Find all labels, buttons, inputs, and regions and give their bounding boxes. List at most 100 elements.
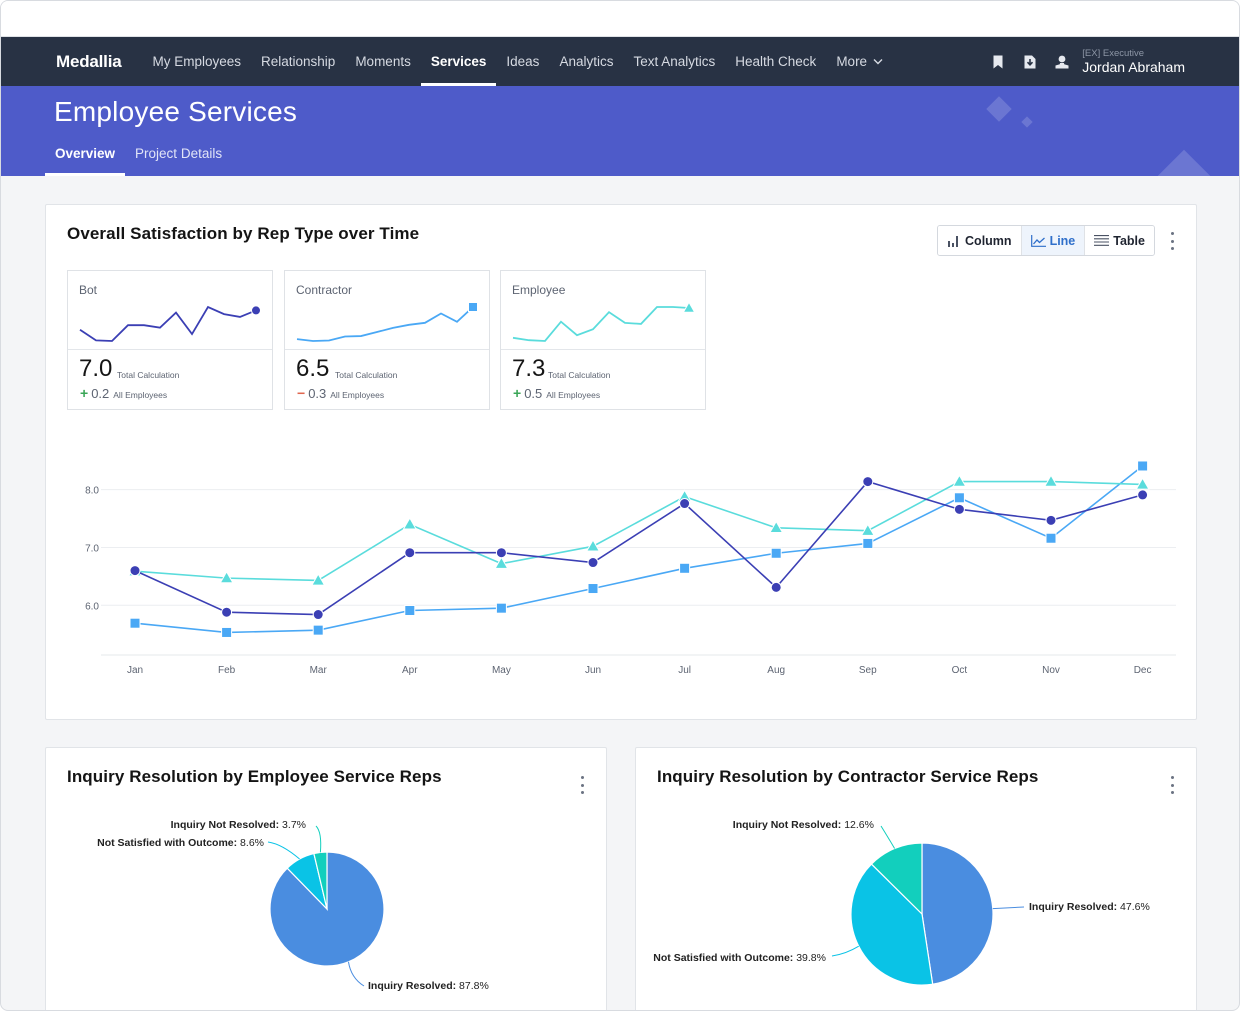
kpi-value-caption: Total Calculation	[117, 370, 180, 380]
data-point-bot[interactable]	[1045, 514, 1057, 526]
pie-slice-label: Inquiry Resolved: 87.8%	[368, 980, 489, 992]
data-point-employee[interactable]	[1043, 474, 1059, 487]
data-point-contractor[interactable]	[495, 602, 507, 614]
more-options-icon[interactable]	[1165, 230, 1179, 252]
card-title: Overall Satisfaction by Rep Type over Ti…	[67, 224, 420, 243]
data-point-contractor[interactable]	[1045, 532, 1057, 544]
data-point-bot[interactable]	[221, 606, 233, 618]
kpi-value: 7.0	[79, 355, 113, 382]
data-point-contractor[interactable]	[312, 624, 324, 636]
sparkline-end-marker[interactable]	[682, 301, 696, 313]
kpi-card-contractor[interactable]: Contractor 6.5 Total Calculation − 0.3 A…	[284, 270, 490, 410]
sparkline-path	[79, 305, 257, 342]
nav-item-text-analytics[interactable]: Text Analytics	[623, 37, 725, 86]
user-icon[interactable]	[1046, 47, 1078, 77]
delta-caption: All Employees	[330, 390, 385, 400]
pie-slice-label: Inquiry Not Resolved: 3.7%	[171, 819, 306, 831]
table-view-button[interactable]: Table	[1085, 226, 1154, 255]
data-point-contractor[interactable]	[679, 562, 691, 574]
data-point-employee[interactable]	[860, 523, 875, 536]
data-point-employee[interactable]	[1135, 477, 1150, 490]
kpi-card-bot[interactable]: Bot 7.0 Total Calculation + 0.2 All Empl…	[67, 270, 273, 410]
pie-slice[interactable]	[870, 842, 923, 916]
page-tabs: Overview Project Details	[45, 146, 232, 176]
data-point-contractor[interactable]	[1137, 460, 1149, 472]
tab-overview[interactable]: Overview	[45, 146, 126, 176]
nav-item-moments[interactable]: Moments	[345, 37, 421, 86]
data-point-bot[interactable]	[862, 476, 874, 488]
data-point-bot[interactable]	[770, 581, 782, 593]
data-point-contractor[interactable]	[129, 617, 141, 629]
data-point-employee[interactable]	[219, 570, 234, 584]
user-menu[interactable]: [EX] Executive Jordan Abraham	[1082, 49, 1185, 74]
data-point-bot[interactable]	[404, 547, 416, 559]
contractor-pie-card: Inquiry Resolution by Contractor Service…	[635, 747, 1197, 1010]
sparkline-contractor	[296, 302, 478, 342]
data-point-contractor[interactable]	[953, 492, 965, 504]
kpi-delta: − 0.3 All Employees	[297, 385, 384, 401]
kpi-label: Bot	[79, 283, 98, 297]
data-point-contractor[interactable]	[587, 583, 599, 595]
nav-item-label: Moments	[355, 54, 411, 69]
data-point-employee[interactable]	[311, 573, 326, 586]
data-point-contractor[interactable]	[404, 604, 416, 616]
nav-item-more[interactable]: More	[826, 37, 893, 86]
data-point-employee[interactable]	[402, 517, 417, 530]
x-tick-label: Sep	[859, 665, 877, 676]
nav-item-label: More	[836, 54, 868, 69]
line-view-button[interactable]: Line	[1021, 226, 1086, 255]
data-point-bot[interactable]	[953, 503, 965, 515]
nav-item-label: Health Check	[735, 54, 817, 69]
decorative-diamond	[986, 96, 1012, 122]
data-point-employee[interactable]	[494, 556, 509, 569]
pie-connector	[831, 945, 859, 957]
kpi-card-employee[interactable]: Employee 7.3 Total Calculation + 0.5 All…	[500, 270, 706, 410]
series-line-bot	[134, 480, 1143, 616]
nav-item-services[interactable]: Services	[420, 37, 497, 86]
nav-menu: My Employees Relationship Moments Servic…	[142, 37, 893, 86]
column-view-button[interactable]: Column	[938, 226, 1022, 255]
data-point-bot[interactable]	[129, 565, 141, 577]
x-tick-label: Apr	[402, 665, 418, 676]
kpi-divider	[501, 349, 705, 350]
pie-slice[interactable]	[850, 863, 934, 986]
brand-logo[interactable]: Medallia	[56, 51, 122, 71]
data-point-contractor[interactable]	[862, 537, 874, 549]
download-icon[interactable]	[1014, 47, 1046, 77]
nav-item-my-employees[interactable]: My Employees	[142, 37, 251, 86]
data-point-bot[interactable]	[587, 557, 599, 569]
sparkline-end-marker[interactable]	[251, 305, 261, 316]
nav-item-health-check[interactable]: Health Check	[725, 37, 826, 86]
nav-item-label: My Employees	[152, 54, 242, 69]
more-options-icon[interactable]	[575, 774, 589, 796]
data-point-contractor[interactable]	[770, 547, 782, 559]
data-point-bot[interactable]	[312, 609, 324, 621]
pie-slice-label: Not Satisfied with Outcome: 39.8%	[653, 952, 826, 964]
x-tick-label: Jun	[585, 665, 601, 676]
sparkline-end-marker[interactable]	[468, 302, 478, 312]
data-point-employee[interactable]	[769, 520, 784, 534]
kpi-label: Employee	[512, 283, 566, 297]
table-icon	[1094, 235, 1110, 246]
delta-value: 0.2	[91, 386, 110, 401]
nav-item-relationship[interactable]: Relationship	[251, 37, 345, 86]
user-role: [EX] Executive	[1082, 48, 1145, 60]
pie-slice[interactable]	[921, 842, 994, 985]
pie-connector	[880, 825, 896, 849]
data-point-bot[interactable]	[495, 547, 507, 559]
data-point-contractor[interactable]	[221, 626, 233, 638]
tab-project-details[interactable]: Project Details	[135, 146, 223, 161]
data-point-bot[interactable]	[679, 498, 691, 510]
delta-sign: −	[297, 385, 306, 401]
nav-item-ideas[interactable]: Ideas	[496, 37, 549, 86]
x-tick-label: Aug	[767, 665, 785, 676]
more-options-icon[interactable]	[1165, 774, 1179, 796]
nav-item-analytics[interactable]: Analytics	[549, 37, 623, 86]
data-point-bot[interactable]	[1137, 489, 1149, 501]
bookmark-icon[interactable]	[982, 47, 1014, 77]
sparkline-path	[512, 306, 690, 342]
data-point-employee[interactable]	[952, 474, 967, 487]
line-chart-icon	[1030, 234, 1046, 247]
decorative-diamond	[1155, 149, 1213, 176]
data-point-employee[interactable]	[585, 539, 601, 552]
